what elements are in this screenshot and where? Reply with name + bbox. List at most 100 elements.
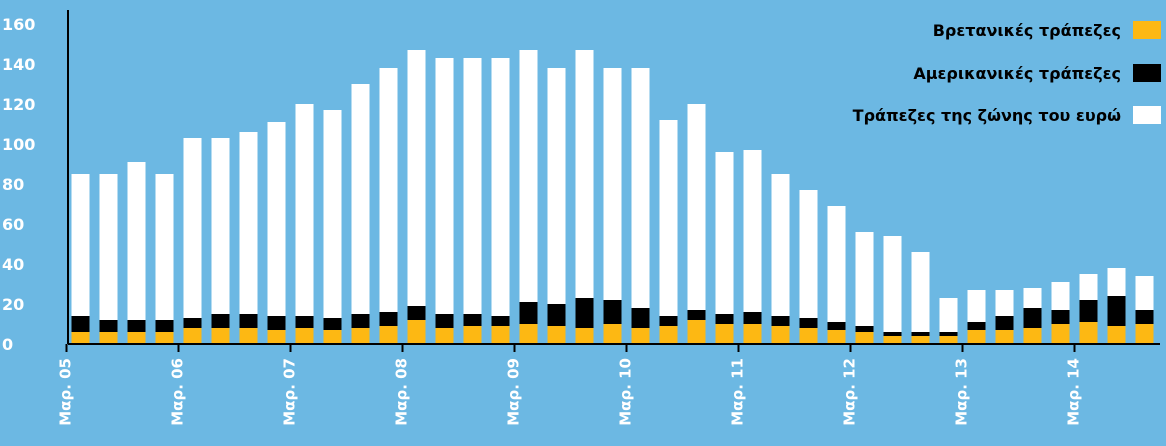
bar-segment-eurozone xyxy=(463,58,482,314)
bar-segment-uk xyxy=(1023,328,1042,344)
bar-segment-uk xyxy=(799,328,818,344)
bar-segment-us xyxy=(295,316,314,328)
bar-segment-us xyxy=(631,308,650,328)
bar-segment-eurozone xyxy=(211,138,230,314)
bar-segment-eurozone xyxy=(939,298,958,332)
bar-segment-eurozone xyxy=(435,58,454,314)
bar-segment-us xyxy=(267,316,286,330)
bar-segment-us xyxy=(491,316,510,326)
bar-segment-us xyxy=(855,326,874,332)
bar-segment-us xyxy=(715,314,734,324)
bar-segment-eurozone xyxy=(911,252,930,332)
bar-segment-eurozone xyxy=(519,50,538,302)
bar-segment-uk xyxy=(547,326,566,344)
bar-segment-us xyxy=(1135,310,1154,324)
bar-segment-eurozone xyxy=(771,174,790,316)
bar-segment-uk xyxy=(155,332,174,344)
y-axis: 0 20 40 60 80 100 120 140 160 xyxy=(2,10,69,354)
y-tick-label: 80 xyxy=(2,175,24,194)
bar-segment-uk xyxy=(1051,324,1070,344)
x-tick-label: Μαρ. 05 xyxy=(57,358,75,426)
bar-segment-us xyxy=(575,298,594,328)
bar-segment-uk xyxy=(435,328,454,344)
bar-segment-eurozone xyxy=(1135,276,1154,310)
x-tick-label: Μαρ. 07 xyxy=(281,358,299,426)
legend-swatch xyxy=(1133,21,1161,39)
bar-segment-us xyxy=(939,332,958,336)
x-tick-label: Μαρ. 11 xyxy=(729,358,747,426)
bar-segment-uk xyxy=(239,328,258,344)
bar-segment-uk xyxy=(743,324,762,344)
bar-segment-us xyxy=(239,314,258,328)
bar-segment-eurozone xyxy=(127,162,146,320)
bar-segment-eurozone xyxy=(547,68,566,304)
bar-segment-us xyxy=(1107,296,1126,326)
bar-segment-eurozone xyxy=(155,174,174,320)
bar-segment-eurozone xyxy=(743,150,762,312)
legend-label: Τράπεζες της ζώνης του ευρώ xyxy=(853,106,1121,125)
bar-segment-uk xyxy=(407,320,426,344)
bar-segment-us xyxy=(435,314,454,328)
bar-segment-us xyxy=(1051,310,1070,324)
bar-segment-us xyxy=(407,306,426,320)
bar-segment-eurozone xyxy=(1079,274,1098,300)
bar-segment-uk xyxy=(995,330,1014,344)
bar-segment-us xyxy=(883,332,902,336)
y-tick-label: 20 xyxy=(2,295,24,314)
bar-segment-us xyxy=(799,318,818,328)
bar-segment-eurozone xyxy=(967,290,986,322)
bar-segment-eurozone xyxy=(659,120,678,316)
x-tick-label: Μαρ. 06 xyxy=(169,358,187,426)
bar-segment-uk xyxy=(1135,324,1154,344)
bar-segment-us xyxy=(351,314,370,328)
bar-segment-eurozone xyxy=(407,50,426,306)
y-tick-label: 60 xyxy=(2,215,24,234)
bar-segment-eurozone xyxy=(295,104,314,316)
bar-segment-us xyxy=(743,312,762,324)
bar-segment-uk xyxy=(127,332,146,344)
bar-segment-eurozone xyxy=(1023,288,1042,308)
bar-segment-us xyxy=(379,312,398,326)
bar-segment-us xyxy=(911,332,930,336)
bar-segment-uk xyxy=(939,336,958,344)
bar-segment-uk xyxy=(1079,322,1098,344)
y-tick-label: 160 xyxy=(2,15,35,34)
bar-segment-uk xyxy=(211,328,230,344)
bar-segment-us xyxy=(155,320,174,332)
bar-segment-eurozone xyxy=(575,50,594,298)
y-tick-label: 140 xyxy=(2,55,35,74)
y-tick-label: 100 xyxy=(2,135,35,154)
x-tick-label: Μαρ. 09 xyxy=(505,358,523,426)
bar-segment-uk xyxy=(379,326,398,344)
bar-segment-uk xyxy=(855,332,874,344)
bar-segment-us xyxy=(1079,300,1098,322)
legend-label: Βρετανικές τράπεζες xyxy=(933,21,1121,40)
bar-segment-us xyxy=(687,310,706,320)
y-tick-label: 0 xyxy=(2,335,13,354)
bar-segment-uk xyxy=(99,332,118,344)
bar-segment-eurozone xyxy=(827,206,846,322)
bar-segment-eurozone xyxy=(855,232,874,326)
bar-segment-uk xyxy=(659,326,678,344)
x-tick-label: Μαρ. 10 xyxy=(617,358,635,426)
bar-segment-us xyxy=(827,322,846,330)
bar-segment-us xyxy=(99,320,118,332)
bars xyxy=(71,50,1154,344)
bar-segment-eurozone xyxy=(491,58,510,316)
bar-segment-us xyxy=(323,318,342,330)
y-tick-label: 40 xyxy=(2,255,24,274)
bar-segment-eurozone xyxy=(687,104,706,310)
bar-segment-eurozone xyxy=(267,122,286,316)
x-tick-label: Μαρ. 14 xyxy=(1065,358,1083,426)
bar-segment-uk xyxy=(519,324,538,344)
bar-segment-uk xyxy=(491,326,510,344)
bar-segment-eurozone xyxy=(883,236,902,332)
bar-segment-us xyxy=(519,302,538,324)
bar-segment-uk xyxy=(715,324,734,344)
bar-segment-us xyxy=(1023,308,1042,328)
bar-segment-eurozone xyxy=(631,68,650,308)
bar-segment-uk xyxy=(323,330,342,344)
bar-segment-uk xyxy=(631,328,650,344)
bar-segment-eurozone xyxy=(1107,268,1126,296)
